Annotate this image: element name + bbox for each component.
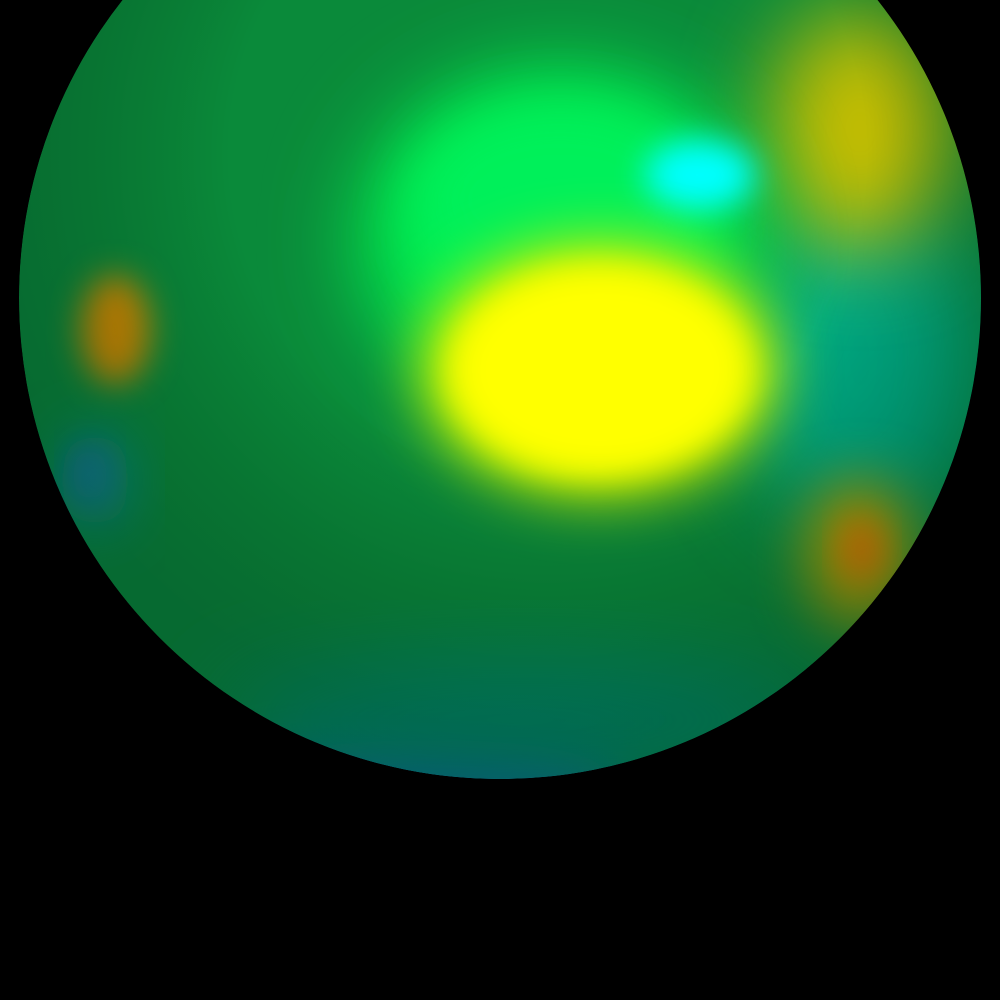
sphere-surface — [19, 0, 981, 779]
sphere-shading — [19, 0, 981, 779]
